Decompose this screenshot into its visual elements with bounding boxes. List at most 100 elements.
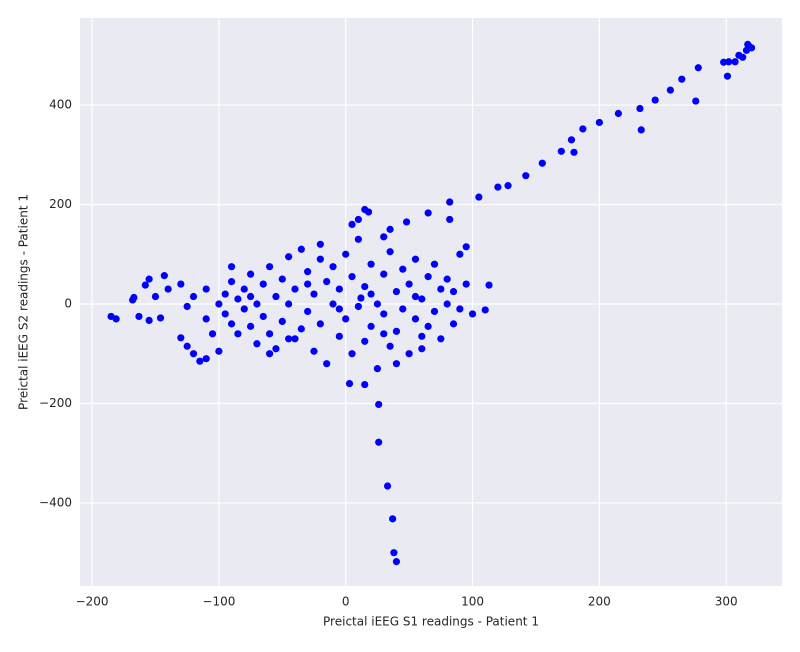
point (323, 278, 331, 286)
point (399, 265, 407, 273)
point (481, 306, 489, 314)
point (570, 148, 578, 156)
point (375, 438, 383, 446)
point (253, 300, 261, 308)
point (614, 109, 622, 118)
point (367, 322, 375, 330)
point (392, 558, 401, 566)
point (202, 355, 210, 363)
point (234, 330, 242, 338)
point (392, 287, 401, 296)
point (160, 272, 168, 280)
point (636, 104, 644, 113)
y-tick-label: 200 (49, 197, 72, 211)
point (227, 263, 236, 271)
point (443, 300, 451, 308)
point (215, 347, 223, 355)
x-tick-label: −200 (76, 595, 109, 609)
point (692, 97, 700, 105)
point (135, 312, 143, 321)
point (380, 310, 388, 318)
point (291, 335, 299, 343)
point (130, 293, 138, 302)
point (405, 350, 413, 358)
point (694, 64, 702, 72)
point (215, 300, 223, 308)
point (390, 549, 398, 557)
point (747, 44, 756, 52)
point (456, 305, 464, 313)
point (383, 482, 392, 490)
point (579, 125, 587, 133)
point (380, 270, 388, 278)
point (538, 159, 546, 167)
point (266, 263, 274, 271)
point (678, 75, 686, 83)
point (272, 292, 280, 301)
point (386, 225, 394, 233)
point (335, 285, 343, 293)
y-tick-label: −400 (39, 495, 72, 509)
point (266, 330, 274, 338)
point (189, 350, 198, 358)
point (348, 273, 356, 281)
point (196, 357, 204, 365)
point (304, 280, 312, 288)
point (221, 310, 229, 318)
point (354, 235, 362, 243)
point (424, 322, 432, 330)
point (253, 340, 261, 348)
y-tick-label: 400 (49, 98, 72, 112)
point (221, 290, 229, 298)
point (285, 335, 293, 343)
point (164, 285, 172, 293)
point (380, 233, 388, 241)
point (335, 332, 343, 340)
point (367, 290, 375, 298)
point (361, 380, 369, 389)
point (323, 360, 331, 368)
point (430, 307, 439, 316)
point (468, 310, 477, 318)
point (475, 193, 483, 201)
point (504, 182, 512, 190)
point (259, 312, 267, 321)
plot-area (80, 18, 782, 586)
point (449, 287, 458, 296)
point (141, 281, 149, 289)
point (494, 183, 502, 191)
point (348, 350, 356, 358)
point (357, 294, 365, 302)
point (446, 215, 454, 224)
point (297, 325, 305, 333)
point (189, 292, 198, 301)
point (373, 300, 382, 308)
x-tick-label: 0 (342, 595, 350, 609)
point (430, 260, 439, 268)
point (651, 96, 659, 104)
point (342, 250, 350, 258)
point (278, 317, 286, 325)
point (418, 332, 426, 340)
point (399, 305, 407, 313)
point (437, 285, 445, 293)
point (227, 320, 236, 328)
point (246, 270, 255, 278)
point (202, 285, 210, 293)
point (342, 315, 350, 323)
point (240, 285, 248, 293)
point (402, 218, 411, 226)
point (227, 278, 236, 286)
point (418, 295, 426, 303)
point (316, 320, 324, 328)
point (364, 208, 373, 216)
point (418, 345, 426, 353)
point (259, 280, 267, 288)
point (145, 275, 153, 283)
point (183, 342, 191, 350)
point (112, 315, 120, 323)
point (304, 268, 312, 276)
point (449, 320, 458, 328)
point (666, 86, 674, 94)
point (304, 307, 312, 316)
